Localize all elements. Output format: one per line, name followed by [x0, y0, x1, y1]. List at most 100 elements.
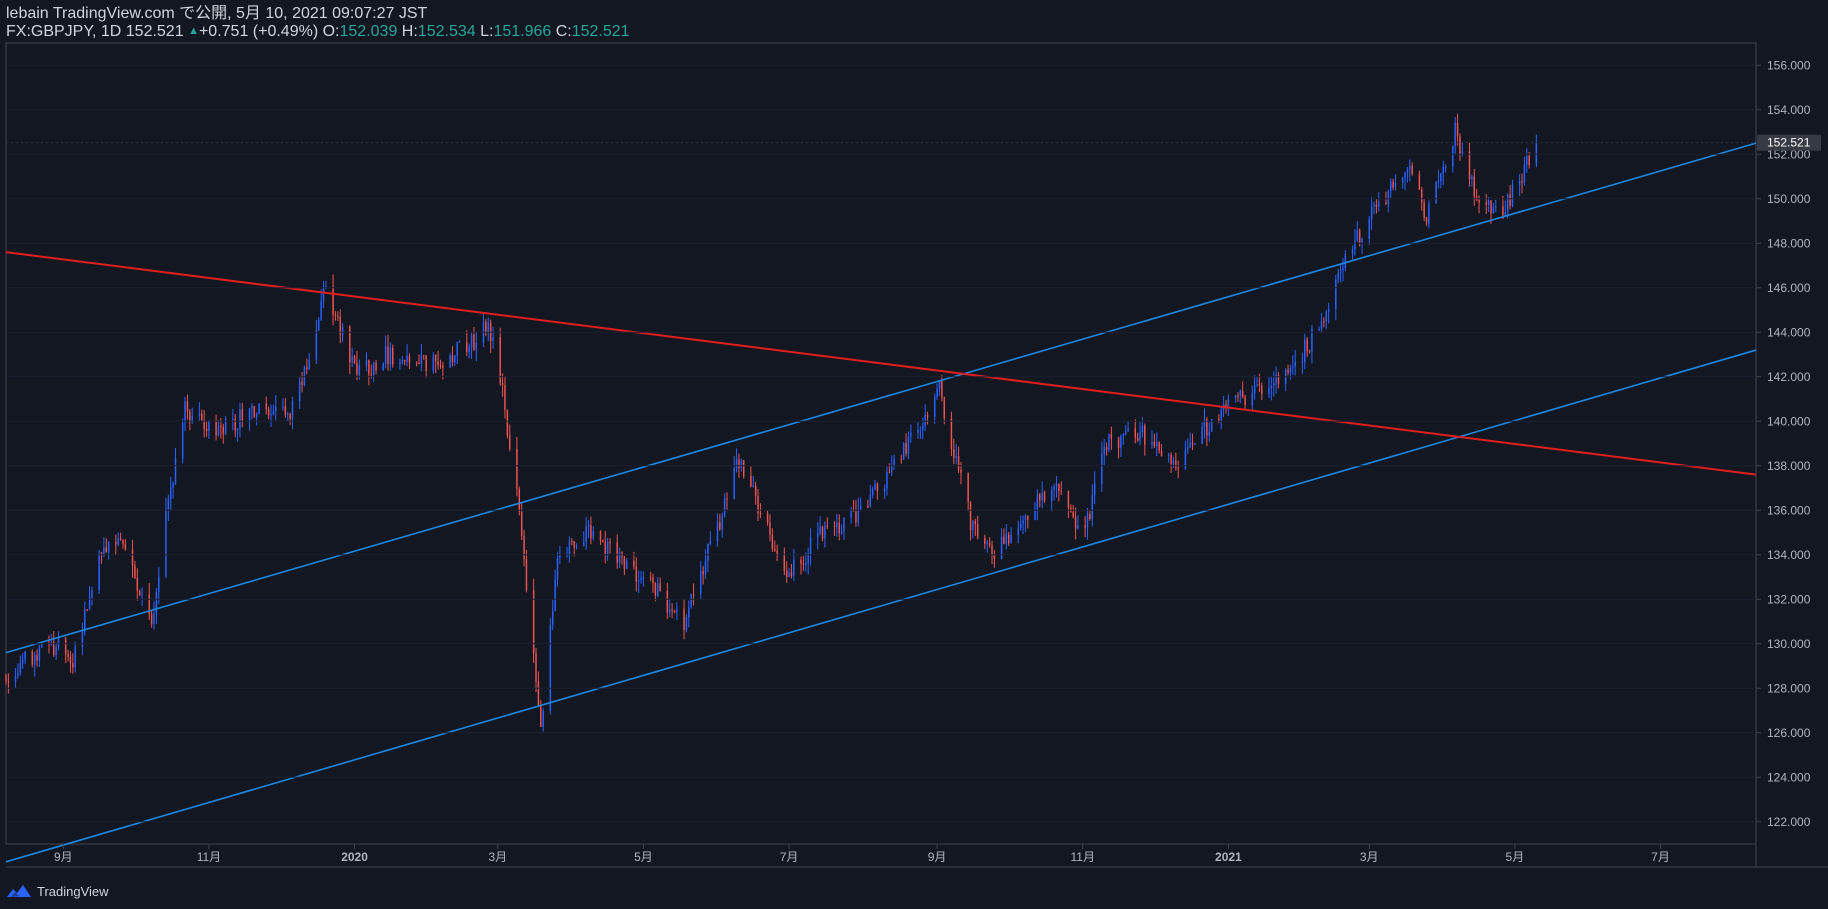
candle-up	[816, 522, 819, 550]
price-tick-label: 126.000	[1767, 726, 1811, 740]
candle-down	[499, 327, 501, 386]
candle-up	[1189, 432, 1191, 448]
price-tick-label: 154.000	[1767, 103, 1811, 117]
time-axis[interactable]: 9月 11月 2020 3月 5月 7月 9月 11月 2021 3月 5月 7月	[54, 844, 1670, 864]
candle-down	[267, 406, 270, 420]
candle-up	[936, 383, 938, 400]
candle-down	[783, 547, 786, 576]
candle-down	[537, 671, 540, 707]
time-tick-label: 2020	[341, 850, 368, 864]
candle-up	[1127, 420, 1129, 433]
candle-down	[1308, 349, 1311, 354]
candle-down	[375, 359, 377, 375]
candle-down	[525, 549, 528, 593]
candle-up	[1050, 486, 1053, 512]
time-tick-label: 11月	[197, 850, 221, 864]
candle-up	[843, 517, 845, 541]
trend-lines[interactable]	[5, 142, 1757, 863]
candle-up	[1442, 160, 1444, 186]
candle-down	[1218, 414, 1220, 424]
price-tick-label: 122.000	[1767, 815, 1811, 829]
candle-down	[189, 409, 191, 431]
candle-up	[208, 419, 210, 439]
candle-up	[1120, 434, 1122, 458]
candle-up	[1284, 368, 1287, 391]
candle-up	[907, 431, 910, 460]
candle-up	[303, 365, 306, 387]
candle-up	[255, 412, 258, 426]
candle-up	[482, 313, 485, 348]
candle-up	[700, 561, 702, 600]
candle-up	[1311, 324, 1313, 364]
symbol-label[interactable]: FX:GBPJPY, 1D	[6, 23, 122, 40]
candle-up	[575, 543, 578, 550]
candle-up	[637, 570, 640, 593]
candle-up	[893, 454, 895, 470]
candle-up	[709, 531, 712, 546]
candle-down	[1392, 178, 1394, 191]
candle-down	[1459, 133, 1461, 161]
candle-up	[986, 539, 988, 553]
candle-down	[439, 359, 442, 369]
candle-up	[1492, 202, 1495, 214]
candle-up	[1055, 475, 1058, 498]
candle-up	[382, 362, 384, 371]
candle-up	[286, 411, 289, 422]
candle-up	[1339, 263, 1342, 283]
candle-up	[217, 420, 220, 437]
candle-down	[473, 326, 475, 351]
candle-up	[1523, 156, 1526, 186]
candle-up	[91, 586, 93, 606]
trend-line-channel-upper[interactable]	[5, 142, 1757, 654]
candle-down	[774, 540, 776, 552]
candle-down	[289, 412, 291, 426]
trend-line-channel-lower[interactable]	[5, 349, 1757, 863]
candle-up	[275, 394, 277, 421]
candle-up	[1268, 376, 1270, 399]
candle-up	[554, 569, 556, 612]
candle-down	[1177, 460, 1179, 479]
candle-up	[1301, 352, 1304, 374]
candle-up	[1005, 524, 1008, 550]
candle-down	[867, 499, 869, 509]
candle-down	[702, 566, 704, 585]
candle-down	[673, 610, 676, 614]
time-tick-label: 2021	[1215, 850, 1242, 864]
candle-up	[14, 668, 17, 689]
candle-up	[850, 507, 852, 524]
trend-line-resistance[interactable]	[5, 251, 1757, 476]
candle-up	[1010, 527, 1012, 544]
last-price-badge	[1757, 134, 1821, 151]
candle-down	[1287, 364, 1289, 376]
candle-down	[1084, 516, 1086, 538]
candle-down	[415, 361, 418, 367]
candle-down	[1521, 173, 1523, 194]
candle-up	[24, 650, 26, 664]
time-tick-label: 7月	[1651, 850, 1670, 864]
candle-up	[1294, 349, 1296, 376]
footer: TradingView	[6, 880, 109, 902]
candle-up	[270, 404, 272, 427]
candle-up	[1535, 134, 1538, 168]
candle-up	[454, 354, 456, 367]
tradingview-brand[interactable]: TradingView	[37, 883, 109, 899]
candle-down	[623, 555, 626, 576]
candle-up	[1387, 189, 1390, 213]
candle-down	[1385, 191, 1387, 205]
candle-down	[1060, 481, 1062, 496]
candle-down	[876, 482, 879, 500]
candle-down	[1456, 113, 1459, 146]
candle-down	[905, 433, 907, 457]
time-tick-label: 9月	[54, 850, 73, 864]
price-axis[interactable]: 122.000 124.000 126.000 128.000 130.000 132.0…	[6, 58, 1811, 829]
candle-down	[1039, 493, 1041, 508]
candle-up	[1409, 159, 1411, 182]
candle-down	[1277, 372, 1280, 389]
candle-up	[158, 567, 160, 604]
candle-up	[155, 587, 158, 625]
candle-up	[972, 520, 974, 539]
candle-down	[1058, 483, 1060, 502]
candle-up	[805, 552, 807, 572]
candle-up	[819, 516, 821, 536]
